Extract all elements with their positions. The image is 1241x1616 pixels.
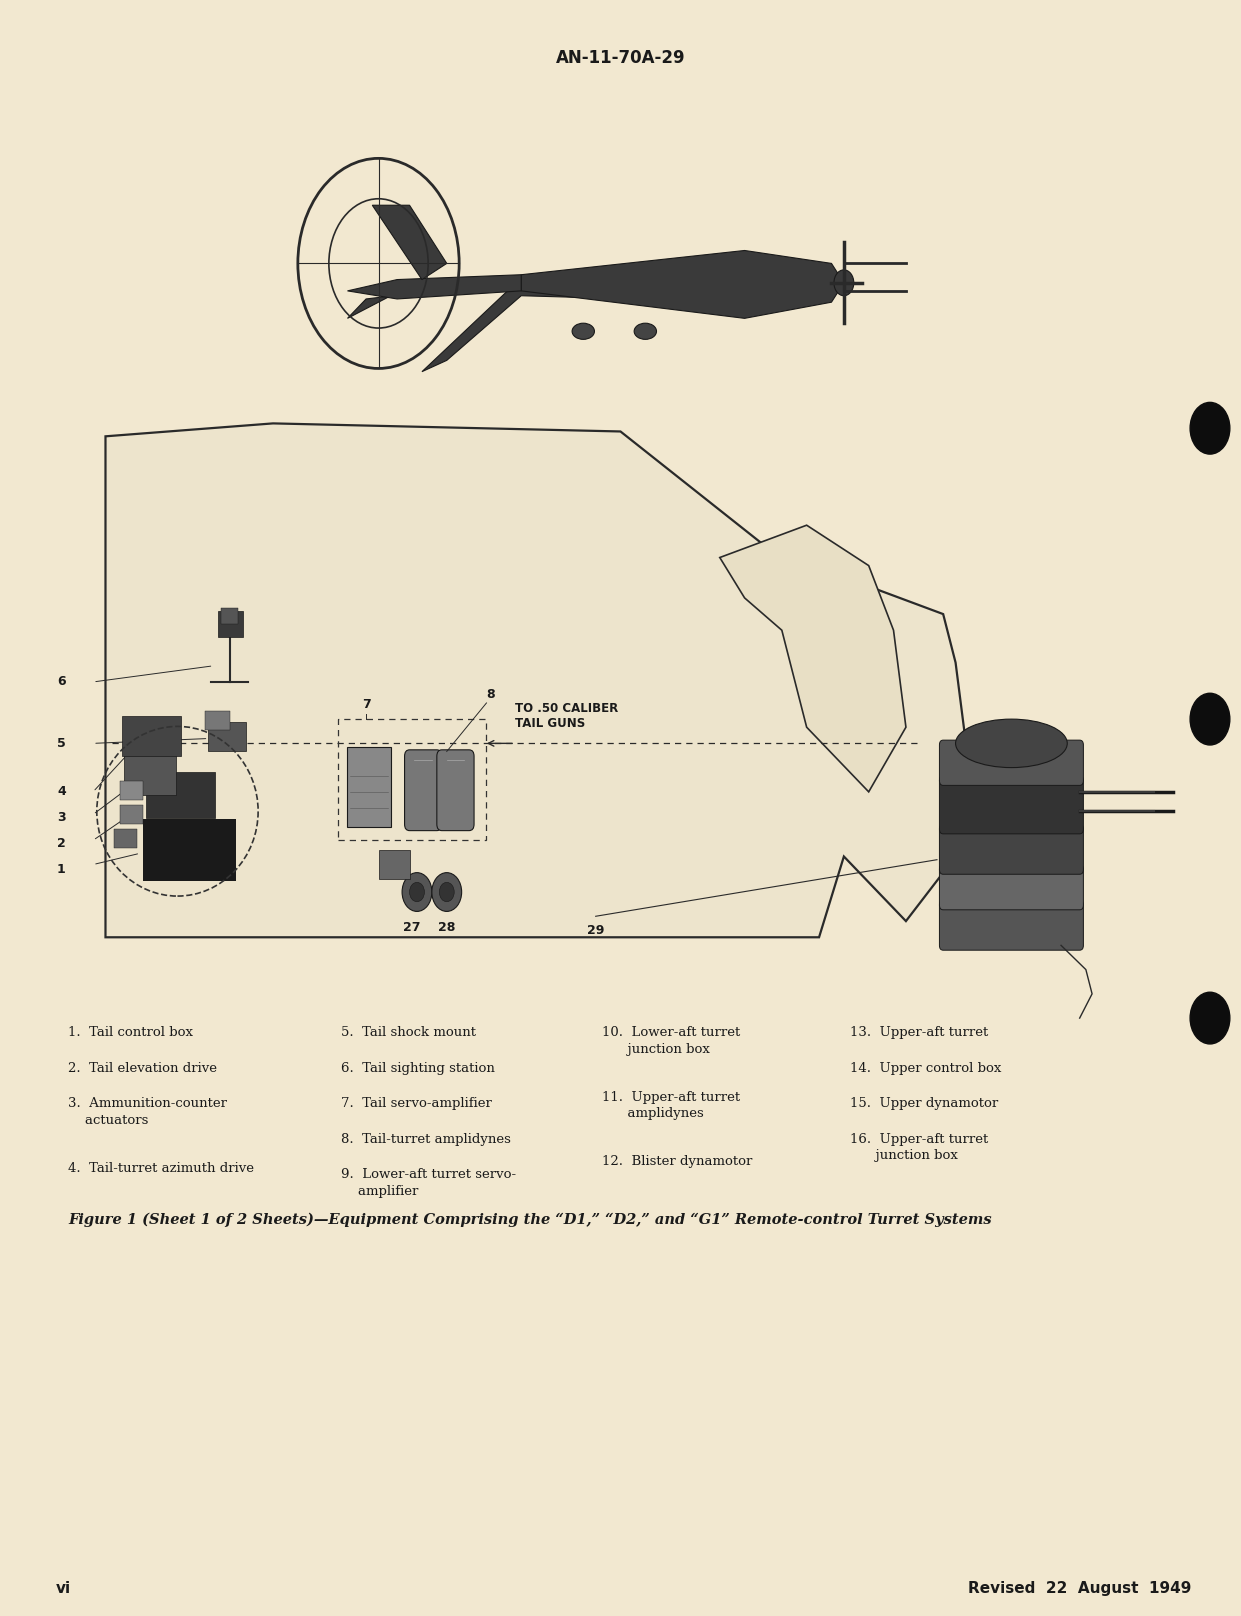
FancyBboxPatch shape: [405, 750, 442, 831]
Text: 15.  Upper dynamotor: 15. Upper dynamotor: [850, 1097, 998, 1110]
Circle shape: [1190, 402, 1230, 454]
Bar: [347, 747, 391, 827]
Text: 11.  Upper-aft turret
      amplidynes: 11. Upper-aft turret amplidynes: [602, 1091, 740, 1120]
FancyBboxPatch shape: [939, 740, 1083, 785]
Bar: [143, 819, 236, 881]
Circle shape: [439, 882, 454, 902]
Text: 8: 8: [486, 688, 494, 701]
Text: Figure 1 (Sheet 1 of 2 Sheets)—Equipment Comprising the “D1,” “D2,” and “G1” Rem: Figure 1 (Sheet 1 of 2 Sheets)—Equipment…: [68, 1214, 992, 1227]
Polygon shape: [105, 423, 968, 937]
Text: 1: 1: [57, 863, 66, 876]
FancyBboxPatch shape: [437, 750, 474, 831]
Polygon shape: [521, 250, 844, 318]
Circle shape: [432, 873, 462, 911]
Text: 4: 4: [57, 785, 66, 798]
Bar: [218, 611, 243, 637]
Text: 3: 3: [57, 811, 66, 824]
Polygon shape: [347, 275, 521, 299]
Text: 16.  Upper-aft turret
      junction box: 16. Upper-aft turret junction box: [850, 1133, 988, 1162]
Text: 7: 7: [361, 698, 371, 711]
Bar: [114, 829, 137, 848]
Circle shape: [1190, 992, 1230, 1044]
Bar: [379, 850, 410, 879]
FancyBboxPatch shape: [939, 900, 1083, 950]
FancyBboxPatch shape: [939, 824, 1083, 874]
Bar: [122, 716, 181, 756]
Text: 13.  Upper-aft turret: 13. Upper-aft turret: [850, 1026, 988, 1039]
Text: 10.  Lower-aft turret
      junction box: 10. Lower-aft turret junction box: [602, 1026, 740, 1055]
Text: 2: 2: [57, 837, 66, 850]
FancyBboxPatch shape: [939, 776, 1083, 834]
Text: 27: 27: [403, 921, 421, 934]
Bar: [120, 781, 143, 800]
Bar: [205, 711, 230, 730]
Bar: [124, 750, 176, 795]
Text: 29: 29: [587, 924, 604, 937]
Bar: [208, 722, 246, 751]
Bar: [221, 608, 238, 624]
Text: vi: vi: [56, 1580, 71, 1597]
Text: 5: 5: [57, 737, 66, 750]
Polygon shape: [422, 278, 670, 372]
Bar: [120, 805, 143, 824]
Circle shape: [834, 270, 854, 296]
Text: 9.  Lower-aft turret servo-
    amplifier: 9. Lower-aft turret servo- amplifier: [341, 1168, 516, 1197]
Bar: [338, 719, 486, 840]
Text: 6: 6: [57, 675, 66, 688]
Text: 6.  Tail sighting station: 6. Tail sighting station: [341, 1062, 495, 1075]
Bar: [146, 772, 215, 818]
Text: TO .50 CALIBER
TAIL GUNS: TO .50 CALIBER TAIL GUNS: [515, 703, 618, 730]
Polygon shape: [372, 205, 447, 280]
Text: 5.  Tail shock mount: 5. Tail shock mount: [341, 1026, 477, 1039]
Text: 28: 28: [438, 921, 455, 934]
Ellipse shape: [572, 323, 594, 339]
Text: 12.  Blister dynamotor: 12. Blister dynamotor: [602, 1155, 752, 1168]
Text: 1.  Tail control box: 1. Tail control box: [68, 1026, 194, 1039]
Text: Revised  22  August  1949: Revised 22 August 1949: [968, 1580, 1191, 1597]
Text: 2.  Tail elevation drive: 2. Tail elevation drive: [68, 1062, 217, 1075]
Circle shape: [402, 873, 432, 911]
Text: 4.  Tail-turret azimuth drive: 4. Tail-turret azimuth drive: [68, 1162, 254, 1175]
Circle shape: [1190, 693, 1230, 745]
Polygon shape: [347, 286, 434, 318]
Text: 7.  Tail servo-amplifier: 7. Tail servo-amplifier: [341, 1097, 493, 1110]
Ellipse shape: [956, 719, 1067, 768]
Text: AN-11-70A-29: AN-11-70A-29: [556, 48, 685, 68]
FancyBboxPatch shape: [939, 865, 1083, 910]
Circle shape: [410, 882, 424, 902]
Text: 8.  Tail-turret amplidynes: 8. Tail-turret amplidynes: [341, 1133, 511, 1146]
Text: 3.  Ammunition-counter
    actuators: 3. Ammunition-counter actuators: [68, 1097, 227, 1126]
Polygon shape: [720, 525, 906, 792]
Ellipse shape: [634, 323, 656, 339]
Text: 14.  Upper control box: 14. Upper control box: [850, 1062, 1001, 1075]
